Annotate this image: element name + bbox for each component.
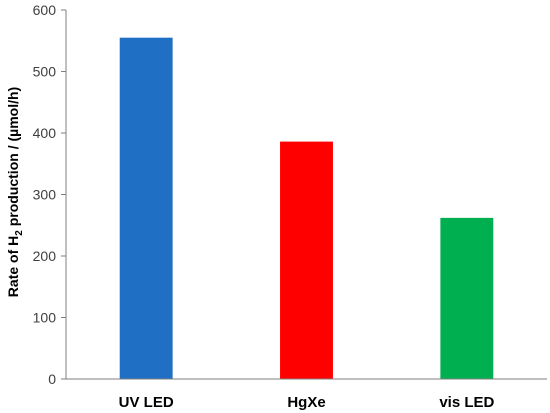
y-tick-label: 100 — [33, 310, 57, 326]
x-category-label: HgXe — [287, 394, 325, 411]
y-tick-label: 500 — [33, 64, 57, 80]
bars — [119, 37, 494, 380]
bar-hgxe — [280, 141, 333, 379]
x-axis-categories: UV LED HgXe vis LED — [119, 394, 495, 411]
y-tick-label: 200 — [33, 248, 57, 264]
y-tick-label: 0 — [48, 371, 56, 387]
y-tick-label: 600 — [33, 2, 57, 18]
y-axis-label-part-2: production / (µmol/h) — [5, 87, 21, 230]
bar-uv-led — [119, 37, 173, 380]
bar-vis-led — [440, 217, 494, 379]
x-category-label: UV LED — [119, 394, 174, 411]
y-axis-label: Rate of H2 production / (µmol/h) — [5, 87, 25, 297]
y-axis-label-part-1: Rate of H — [5, 236, 21, 297]
x-category-label: vis LED — [439, 394, 494, 411]
y-axis-label-subscript: 2 — [14, 230, 25, 236]
y-tick-label: 400 — [33, 125, 57, 141]
y-tick-label: 300 — [33, 187, 57, 203]
y-axis-ticks: 0 100 200 300 400 500 600 — [33, 2, 66, 387]
